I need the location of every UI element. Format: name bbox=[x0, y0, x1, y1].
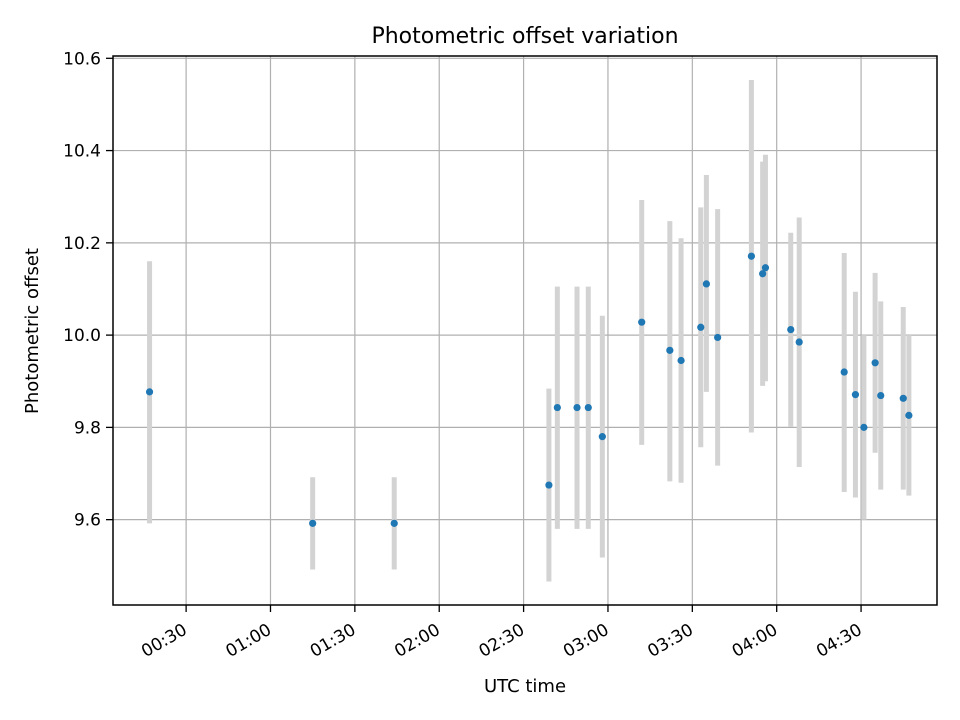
data-point bbox=[871, 359, 879, 367]
data-point bbox=[390, 519, 398, 527]
y-tick-label: 9.8 bbox=[74, 418, 101, 438]
data-point bbox=[747, 252, 755, 260]
data-point bbox=[598, 433, 606, 441]
data-point bbox=[714, 333, 722, 342]
data-point bbox=[677, 356, 685, 365]
data-point bbox=[759, 270, 767, 278]
y-tick-label: 10.2 bbox=[63, 234, 101, 254]
plot-frame bbox=[112, 55, 938, 606]
x-axis-label: UTC time bbox=[484, 676, 566, 697]
y-axis-label: Photometric offset bbox=[22, 248, 43, 414]
data-point bbox=[702, 280, 710, 288]
data-point bbox=[697, 323, 705, 331]
data-point bbox=[899, 394, 907, 402]
data-point bbox=[309, 519, 317, 527]
data-point bbox=[851, 391, 860, 399]
data-point bbox=[795, 338, 803, 346]
y-tick-label: 10.6 bbox=[63, 49, 101, 69]
data-points bbox=[145, 252, 913, 527]
data-point bbox=[145, 388, 154, 396]
y-tick-label: 10.4 bbox=[63, 142, 101, 162]
data-point bbox=[787, 325, 795, 334]
chart-title: Photometric offset variation bbox=[371, 24, 678, 49]
data-point bbox=[860, 423, 868, 431]
data-point bbox=[573, 403, 581, 412]
data-point bbox=[761, 264, 770, 272]
data-point bbox=[638, 318, 646, 326]
y-axis-ticks: 9.6 9.8 10.0 10.2 10.4 10.6 bbox=[63, 49, 113, 531]
y-tick-label: 10.0 bbox=[63, 326, 101, 346]
y-tick-label: 9.6 bbox=[74, 511, 101, 531]
data-point bbox=[545, 481, 553, 489]
data-point bbox=[877, 391, 885, 400]
data-point bbox=[905, 411, 913, 419]
data-point bbox=[840, 368, 848, 376]
data-point bbox=[584, 403, 592, 412]
data-point bbox=[666, 346, 674, 354]
data-point bbox=[553, 403, 561, 412]
